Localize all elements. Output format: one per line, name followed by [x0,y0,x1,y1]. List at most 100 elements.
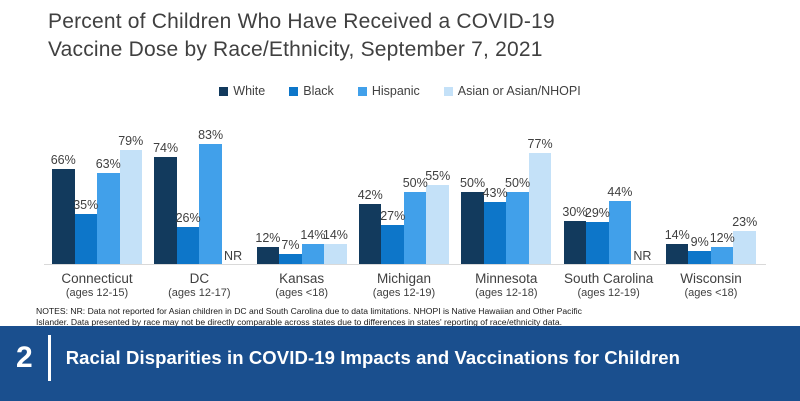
legend-item-white: White [219,84,265,98]
legend-label: Black [303,84,334,98]
bar-asian-or-asian-nhopi [119,150,142,264]
bars: 42% 27% 50% 55% [358,114,450,264]
category-sublabel: (ages 12-19) [577,287,640,299]
bar-white [461,192,484,264]
legend-swatch-hispanic [357,86,367,96]
bars: 30% 29% 44% NR [562,114,654,264]
value-label: 12% [255,230,281,245]
value-label: 9% [690,235,709,250]
bar-group-michigan: 42% 27% 50% 55% Michigan (ages 12-19) [358,114,451,299]
bar-slot: 74% [153,114,179,264]
bar-slot: 7% [279,114,302,264]
bar-white [563,220,587,264]
bar-slot: 79% [118,114,144,264]
bar-slot: 50% [460,114,486,264]
category-sublabel: (ages <18) [684,287,738,299]
value-label: 79% [118,134,144,149]
value-label: 26% [175,210,201,225]
bar-slot: 14% [664,114,690,264]
bars: 14% 9% 12% 23% [664,114,758,264]
value-label: 74% [153,141,179,156]
bar-hispanic [199,144,222,264]
bar-slot: 14% [300,114,325,264]
footer-title: Racial Disparities in COVID-19 Impacts a… [65,346,681,368]
value-label: 7% [281,237,300,252]
bar-slot: 9% [688,114,711,264]
bar-white [52,168,75,264]
bar-white [256,246,280,264]
category-label: Minnesota [475,271,538,286]
bar-slot: 63% [96,114,121,264]
value-label: 66% [50,152,76,167]
bar-hispanic [301,243,325,264]
legend-item-asian-or-asian-nhopi: Asian or Asian/NHOPI [443,84,581,98]
bar-hispanic [403,192,427,264]
notes-line1: NOTES: NR: Data not reported for Asian c… [36,306,582,316]
value-label: 30% [562,204,588,219]
bars: 74% 26% 83% NR [153,114,244,264]
bar-black [279,253,302,264]
bar-group-south-carolina: 30% 29% 44% NR South Carolina (ages 12-19) [562,114,654,299]
bar-slot: 35% [73,114,99,264]
chart-title-line1: Percent of Children Who Have Received a … [48,10,555,33]
value-label: 44% [607,184,633,199]
bar-white [665,243,689,264]
bar-asian-or-asian-nhopi [426,184,449,264]
chart-title: Percent of Children Who Have Received a … [48,8,555,64]
bar-hispanic [506,192,529,264]
bar-white [358,203,382,264]
bar-slot: 26% [175,114,201,264]
category-sublabel: (ages 12-19) [372,287,436,299]
bar-black [483,202,507,264]
legend-label: Hispanic [371,84,420,98]
chart-title-line2: Vaccine Dose by Race/Ethnicity, Septembe… [48,38,543,61]
legend-swatch-asian-or-asian-nhopi [443,86,453,96]
bar-asian-or-asian-nhopi [324,243,347,264]
category-label: South Carolina [563,271,654,286]
bar-hispanic [710,246,734,264]
notes: NOTES: NR: Data not reported for Asian c… [36,306,784,328]
bar-slot: 42% [358,114,383,264]
footer-bar: 2 Racial Disparities in COVID-19 Impacts… [0,326,800,401]
value-label: 23% [732,214,758,229]
legend-label: White [233,84,266,98]
bar-slot: 30% [562,114,588,264]
bars: 50% 43% 50% 77% [460,114,553,264]
value-label: 50% [460,176,486,190]
value-label: 43% [482,186,508,201]
bar-chart: 66% 35% 63% 79% Connecticut (ages 12-15) 74% 26… [44,114,766,299]
notes-line2: Islander. Data presented by race may not… [36,317,562,327]
category-sublabel: (ages 12-18) [475,287,538,299]
bar-group-kansas: 12% 7% 14% 14% Kansas (ages <18) [255,114,348,299]
bar-black [74,213,97,264]
bar-group-minnesota: 50% 43% 50% 77% Minnesota (ages 12-18) [460,114,553,299]
bar-slot: 27% [380,114,405,264]
bar-group-dc: 74% 26% 83% NR DC (ages 12-17) [153,114,244,299]
bar-asian-or-asian-nhopi [528,153,552,264]
value-label: 77% [527,137,553,152]
category-sublabel: (ages 12-15) [65,287,129,299]
bar-group-wisconsin: 14% 9% 12% 23% Wisconsin (ages <18) [664,114,758,299]
bar-black [688,251,711,264]
legend-item-black: Black [289,84,334,98]
legend-swatch-black [289,86,299,96]
category-label: Connecticut [61,271,133,286]
category-label: Michigan [376,271,431,286]
category-sublabel: (ages <18) [275,287,329,299]
bar-slot: NR [631,114,654,264]
value-label: 14% [664,227,690,242]
bar-slot: 23% [732,114,758,264]
category-label: Kansas [279,271,325,286]
bar-slot: 29% [585,114,610,264]
value-label: 35% [73,197,99,212]
chart-legend: White Black Hispanic Asian or Asian/NHOPI [0,84,800,98]
bar-slot: 77% [527,114,553,264]
category-sublabel: (ages 12-17) [168,287,231,299]
bar-slot: 12% [710,114,735,264]
page-number: 2 [16,340,33,374]
bar-white [154,157,177,264]
bar-asian-or-asian-nhopi [733,230,756,264]
nr-label: NR [224,249,243,263]
bar-black [176,226,200,264]
